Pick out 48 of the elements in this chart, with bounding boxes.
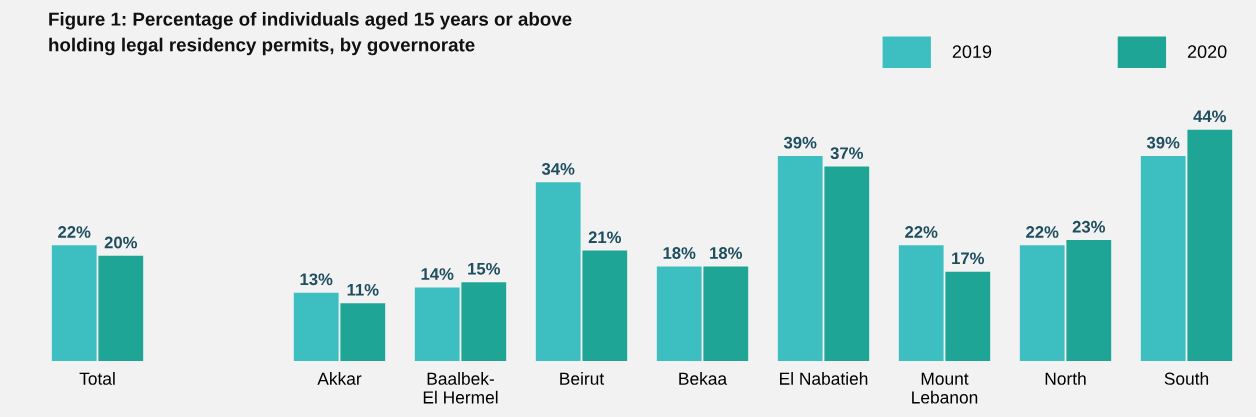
bar xyxy=(461,282,507,361)
x-tick-label: El Nabatieh xyxy=(780,372,868,385)
data-label: 18% xyxy=(663,247,696,259)
data-label: 21% xyxy=(588,231,622,244)
data-label: 17% xyxy=(952,252,985,265)
bar xyxy=(340,303,386,361)
bar xyxy=(51,245,97,361)
bar xyxy=(703,266,749,361)
bar xyxy=(1140,155,1186,361)
x-tick-label: Baalbek- El Hermel xyxy=(423,372,498,404)
x-tick-label: Beirut xyxy=(560,372,605,385)
data-label: 44% xyxy=(1193,110,1227,123)
bar xyxy=(898,245,944,361)
bar xyxy=(945,271,991,361)
data-label: 13% xyxy=(300,273,333,286)
bar xyxy=(414,287,460,361)
x-tick-label: Bekaa xyxy=(679,372,728,385)
data-label: 14% xyxy=(421,268,454,280)
bar xyxy=(582,250,628,361)
bar xyxy=(1187,129,1233,361)
x-tick-label: South xyxy=(1164,372,1209,385)
bar xyxy=(535,182,581,361)
legend-label: 2020 xyxy=(1187,45,1227,59)
data-label: 15% xyxy=(468,262,501,275)
bar xyxy=(1066,240,1112,361)
data-label: 18% xyxy=(710,247,743,259)
x-tick-label: Akkar xyxy=(317,372,362,385)
data-label: 22% xyxy=(1026,226,1059,238)
bar xyxy=(1019,245,1065,361)
data-label: 34% xyxy=(541,163,575,175)
legend-label: 2019 xyxy=(952,45,992,59)
bar xyxy=(824,166,870,361)
chart-title: Figure 1: Percentage of individuals aged 15 years or above holding legal residency permits, by governorate xyxy=(49,12,572,56)
data-label: 22% xyxy=(905,226,938,238)
data-label: 39% xyxy=(1146,136,1180,149)
bar xyxy=(98,255,144,361)
data-label: 20% xyxy=(104,236,138,249)
data-label: 39% xyxy=(783,136,817,149)
data-label: 22% xyxy=(58,226,91,238)
x-tick-label: Total xyxy=(79,372,115,385)
data-label: 11% xyxy=(347,283,379,296)
bar xyxy=(777,155,823,361)
data-label: 23% xyxy=(1072,220,1106,233)
x-tick-label: Mount Lebanon xyxy=(912,372,978,404)
data-label: 37% xyxy=(830,147,864,160)
bar xyxy=(656,266,702,361)
x-tick-label: North xyxy=(1045,372,1086,385)
bar xyxy=(293,292,339,361)
